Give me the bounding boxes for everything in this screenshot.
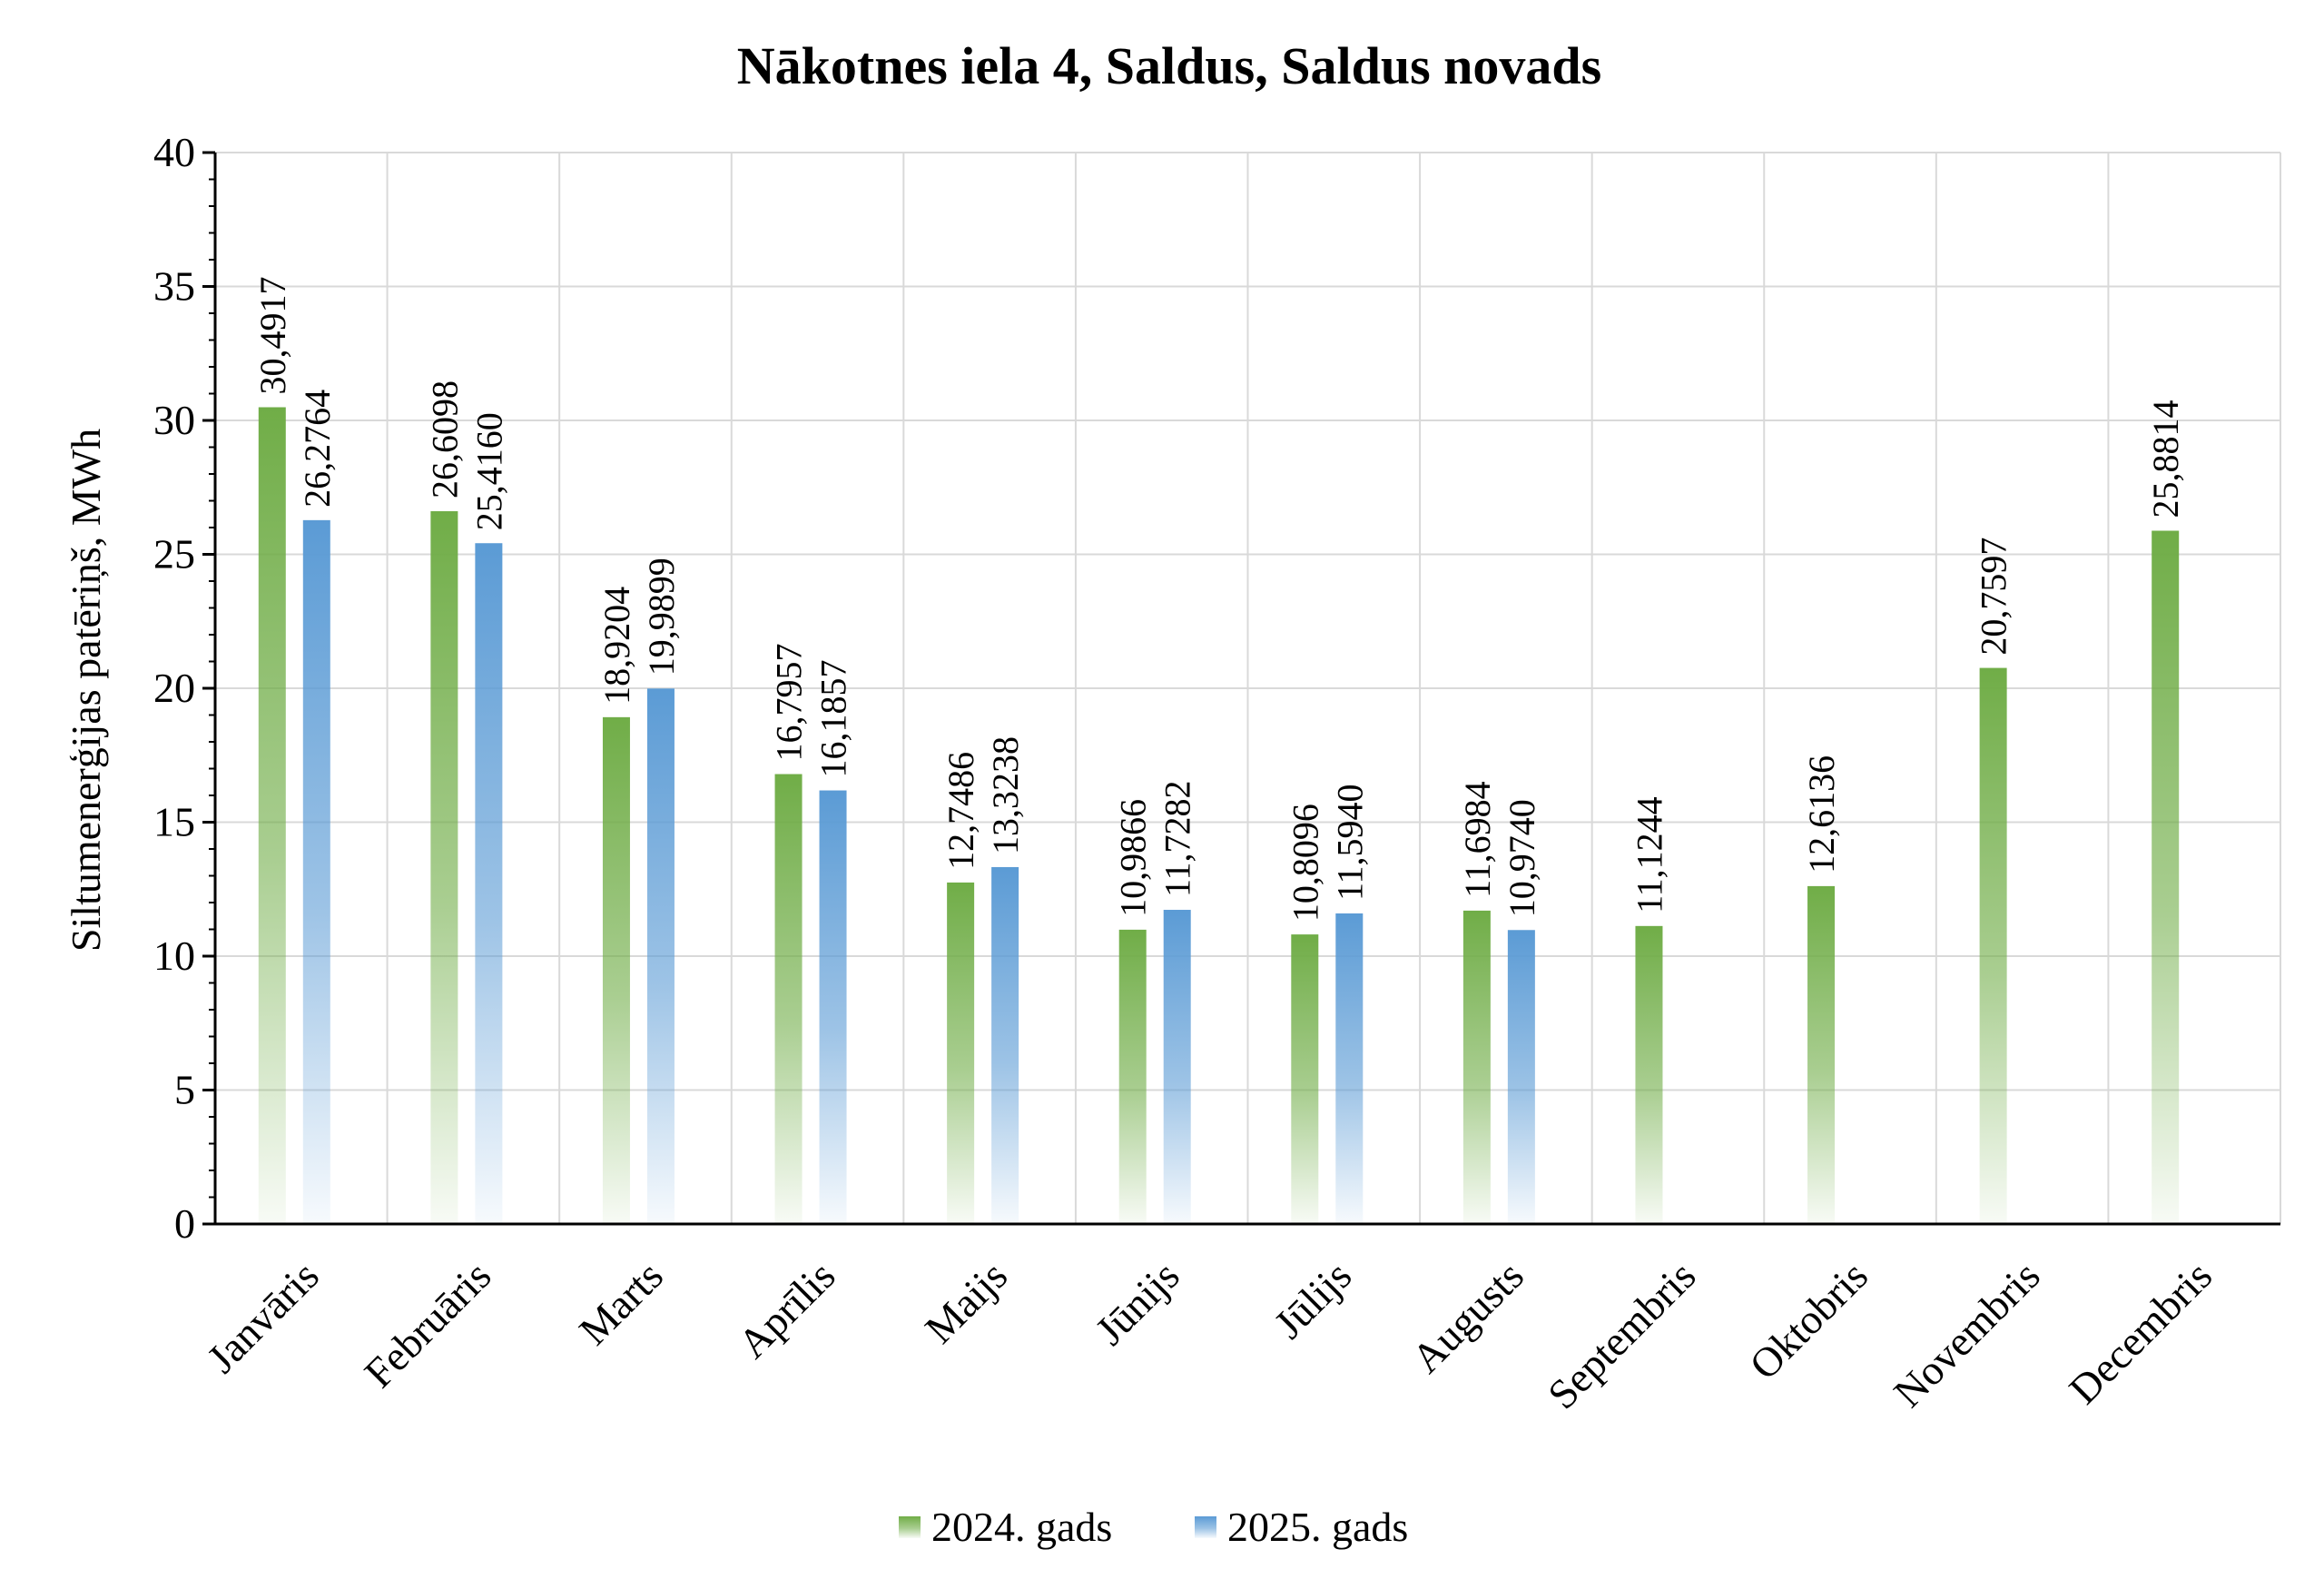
bar-series-2 [1507, 930, 1535, 1224]
data-label: 13,3238 [985, 736, 1026, 854]
data-label: 10,9740 [1502, 799, 1542, 917]
bar-series-1 [602, 716, 630, 1224]
legend-label: 2025. gads [1227, 1504, 1408, 1550]
data-label: 11,1244 [1629, 796, 1669, 913]
x-tick-label: Jūlijs [1265, 1252, 1361, 1347]
bar-series-1 [258, 407, 286, 1224]
data-label: 18,9204 [596, 587, 637, 705]
x-tick-label: Septembris [1539, 1252, 1704, 1417]
y-tick-label: 5 [174, 1067, 195, 1113]
x-tick-label: Marts [570, 1252, 672, 1354]
data-label: 12,7486 [940, 752, 981, 870]
bar-series-1 [1979, 667, 2007, 1224]
y-tick-label: 15 [153, 799, 195, 845]
data-label: 12,6136 [1801, 755, 1842, 873]
y-tick-label: 30 [153, 397, 195, 443]
data-labels: 30,4917 26,6098 18,9204 16,7957 12,7486 10,98… [252, 276, 2186, 922]
y-tick-label: 25 [153, 531, 195, 577]
bar-series-2 [991, 866, 1019, 1224]
bar-series-1 [1462, 910, 1491, 1224]
bar-series-1 [2152, 530, 2180, 1224]
x-tick-label: Februāris [356, 1252, 500, 1397]
x-tick-label: Oktobris [1740, 1252, 1876, 1388]
bar-series-1 [430, 511, 458, 1224]
data-label: 19,9899 [641, 558, 682, 676]
bar-series-2 [1335, 913, 1364, 1224]
legend-swatch [899, 1516, 921, 1538]
data-label: 26,2764 [297, 390, 338, 508]
gridlines [215, 152, 2281, 1224]
data-label: 11,6984 [1457, 781, 1498, 898]
y-tick-label: 35 [153, 263, 195, 310]
data-label: 16,1857 [813, 660, 854, 778]
y-tick-label: 10 [153, 933, 195, 979]
y-tick-label: 40 [153, 129, 195, 175]
y-tick-label: 0 [174, 1200, 195, 1247]
x-tick-label: Novembris [1885, 1252, 2049, 1416]
data-label: 11,5940 [1329, 784, 1370, 901]
legend: 2024. gads 2025. gads [899, 1504, 1408, 1550]
y-tick-label: 20 [153, 665, 195, 711]
bar-series-2 [302, 519, 330, 1224]
x-tick-label: Janvāris [198, 1252, 328, 1382]
chart-title: Nākotnes iela 4, Saldus, Saldus novads [737, 36, 1602, 95]
bar-series-1 [1635, 925, 1663, 1224]
legend-label: 2024. gads [931, 1504, 1112, 1550]
data-label: 30,4917 [252, 276, 293, 394]
bar-series-1 [774, 774, 803, 1224]
x-tick-label: Jūnijs [1087, 1252, 1188, 1354]
data-label: 16,7957 [769, 644, 810, 762]
bar-series-1 [1118, 929, 1147, 1224]
y-axis-label: Siltumenerģijas patēriņš, MWh [63, 429, 109, 952]
bars [258, 407, 2180, 1224]
x-tick-label: Augusts [1403, 1252, 1532, 1382]
bar-series-2 [646, 688, 675, 1224]
x-tick-label: Maijs [916, 1252, 1016, 1352]
data-label: 26,6098 [424, 380, 465, 498]
data-label: 25,8814 [2145, 400, 2186, 518]
bar-series-1 [947, 882, 975, 1224]
data-label: 10,8096 [1285, 804, 1325, 922]
axes: 0 5 10 15 20 25 30 35 40 Janvāris Februāris Marts Ap… [153, 129, 2280, 1417]
bar-series-1 [1291, 934, 1319, 1224]
data-label: 20,7597 [1974, 538, 2014, 656]
data-label: 11,7282 [1157, 781, 1198, 898]
x-tick-label: Aprīlis [729, 1252, 843, 1367]
data-label: 10,9866 [1113, 799, 1154, 917]
data-label: 25,4160 [468, 412, 509, 530]
legend-swatch [1195, 1516, 1216, 1538]
bar-series-2 [475, 543, 503, 1224]
bar-series-2 [1163, 910, 1191, 1224]
bar-series-1 [1807, 885, 1836, 1224]
bar-series-2 [819, 790, 847, 1224]
x-tick-label: Decembris [2060, 1252, 2221, 1413]
